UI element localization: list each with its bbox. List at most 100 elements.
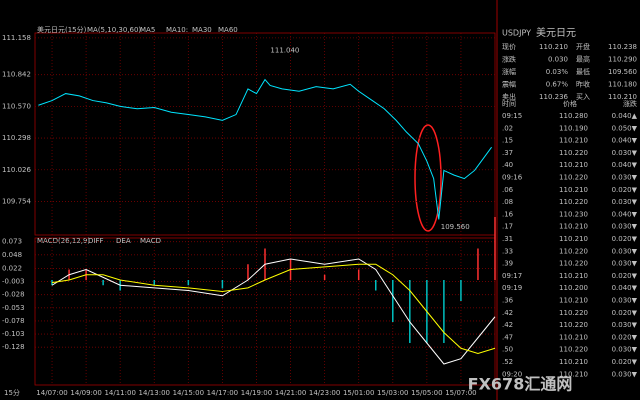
tick-change: 0.020▼ — [612, 358, 638, 366]
quote-label: 卖出 — [502, 92, 516, 101]
quote-label: 震幅 — [502, 80, 516, 89]
quote-value: 0.03% — [546, 68, 569, 76]
tick-price: 110.220 — [559, 247, 588, 255]
series-line — [51, 258, 496, 365]
y-tick-label: -0.128 — [2, 343, 25, 351]
chart-title: 美元日元(15分) — [37, 25, 87, 34]
tick-change: 0.030▼ — [612, 321, 638, 329]
tick-price: 110.210 — [559, 186, 588, 194]
legend-entry: MA10: — [166, 26, 188, 34]
period[interactable]: 15分 — [4, 388, 20, 397]
price-panel — [34, 32, 496, 236]
quote-value: 110.210 — [608, 93, 637, 101]
annotation: 109.560 — [441, 223, 470, 231]
y-tick-label: 111.158 — [2, 34, 31, 42]
tick-time: .02 — [502, 124, 513, 132]
tick-price: 110.210 — [559, 370, 588, 378]
tick-time: .31 — [502, 235, 513, 243]
tick-price: 110.220 — [559, 309, 588, 317]
table-header: 时间 — [502, 99, 516, 108]
tick-time: .37 — [502, 149, 513, 157]
x-tick-label: 14/19:00 — [241, 389, 272, 397]
tick-time: .39 — [502, 260, 513, 268]
tick-price: 110.220 — [559, 260, 588, 268]
tick-change: 0.030▼ — [612, 297, 638, 305]
tick-change: 0.040▼ — [612, 137, 638, 145]
legend-entry: DEA — [116, 237, 131, 245]
quote-label: 最低 — [576, 67, 590, 76]
quote-label: 开盘 — [576, 42, 590, 51]
y-tick-label: 0.048 — [2, 251, 22, 259]
tick-change: 0.030▼ — [612, 260, 638, 268]
tick-time: .16 — [502, 210, 514, 218]
tick-price: 110.210 — [559, 137, 588, 145]
tick-price: 110.220 — [559, 174, 588, 182]
tick-change: 0.020▼ — [612, 333, 638, 341]
tick-price: 110.210 — [559, 235, 588, 243]
y-tick-label: 110.026 — [2, 166, 31, 174]
tick-change: 0.040▼ — [612, 210, 638, 218]
quote-label: 昨收 — [576, 80, 590, 89]
tick-change: 0.030▼ — [612, 174, 638, 182]
tick-price: 110.220 — [559, 198, 588, 206]
legend-entry: MACD — [140, 237, 161, 245]
x-tick-label: 14/23:00 — [309, 389, 340, 397]
tick-time: .50 — [502, 346, 513, 354]
y-tick-label: 109.754 — [2, 197, 31, 205]
legend-entry: MA60 — [218, 26, 238, 34]
quote-label: 涨跌 — [502, 55, 516, 64]
tick-price: 110.200 — [559, 284, 588, 292]
tick-time: 09:16 — [502, 174, 523, 182]
quote-value: 110.290 — [608, 56, 637, 64]
y-tick-label: 0.022 — [2, 264, 22, 272]
quote-value: 110.236 — [539, 93, 568, 101]
y-tick-label: -0.003 — [2, 278, 25, 286]
tick-time: .08 — [502, 198, 513, 206]
tick-price: 110.220 — [559, 321, 588, 329]
tick-time: .33 — [502, 247, 513, 255]
x-tick-label: 14/17:00 — [207, 389, 238, 397]
y-tick-label: 110.570 — [2, 102, 31, 110]
quote-value: 110.238 — [608, 43, 637, 51]
tick-time: .40 — [502, 161, 513, 169]
y-tick-label: 110.298 — [2, 134, 31, 142]
symbol: USDJPY — [502, 29, 531, 38]
tick-change: 0.040▼ — [612, 161, 638, 169]
tick-change: 0.030▼ — [612, 247, 638, 255]
x-tick-label: 15/01:00 — [343, 389, 374, 397]
table-header: 涨跌 — [623, 99, 637, 108]
tick-time: .15 — [502, 137, 513, 145]
tick-time: .42 — [502, 321, 513, 329]
tick-time: .36 — [502, 297, 514, 305]
tick-time: 09:19 — [502, 284, 522, 292]
y-tick-label: 110.842 — [2, 71, 31, 79]
annotation: 111.040 — [270, 47, 299, 55]
tick-price: 110.210 — [559, 223, 588, 231]
tick-time: 09:15 — [502, 112, 522, 120]
quote-label: 涨幅 — [502, 67, 516, 76]
tick-change: 0.020▼ — [612, 309, 638, 317]
tick-time: 09:20 — [502, 370, 522, 378]
legend-entry: MA5 — [140, 26, 155, 34]
highlight — [414, 124, 442, 232]
tick-time: .42 — [502, 309, 513, 317]
tick-price: 110.190 — [559, 124, 588, 132]
tick-price: 110.220 — [559, 149, 588, 157]
y-tick-label: -0.028 — [2, 291, 25, 299]
quote-value: 109.560 — [608, 68, 637, 76]
x-tick-label: 14/13:00 — [139, 389, 170, 397]
quote-label: 现价 — [502, 43, 516, 51]
x-tick-label: 14/07:00 — [36, 389, 67, 397]
x-tick-label: 15/03:00 — [377, 389, 408, 397]
x-tick-label: 14/15:00 — [173, 389, 204, 397]
tick-change: 0.030▼ — [612, 346, 638, 354]
quote-label: 最高 — [576, 55, 590, 64]
y-tick-label: 0.073 — [2, 238, 22, 246]
quote-label: 买入 — [576, 93, 590, 101]
table-header: 价格 — [563, 99, 577, 108]
quote-value: 110.180 — [608, 81, 637, 89]
tick-price: 110.210 — [559, 272, 588, 280]
tick-change: 0.020▼ — [612, 235, 638, 243]
y-tick-label: -0.053 — [2, 304, 25, 312]
